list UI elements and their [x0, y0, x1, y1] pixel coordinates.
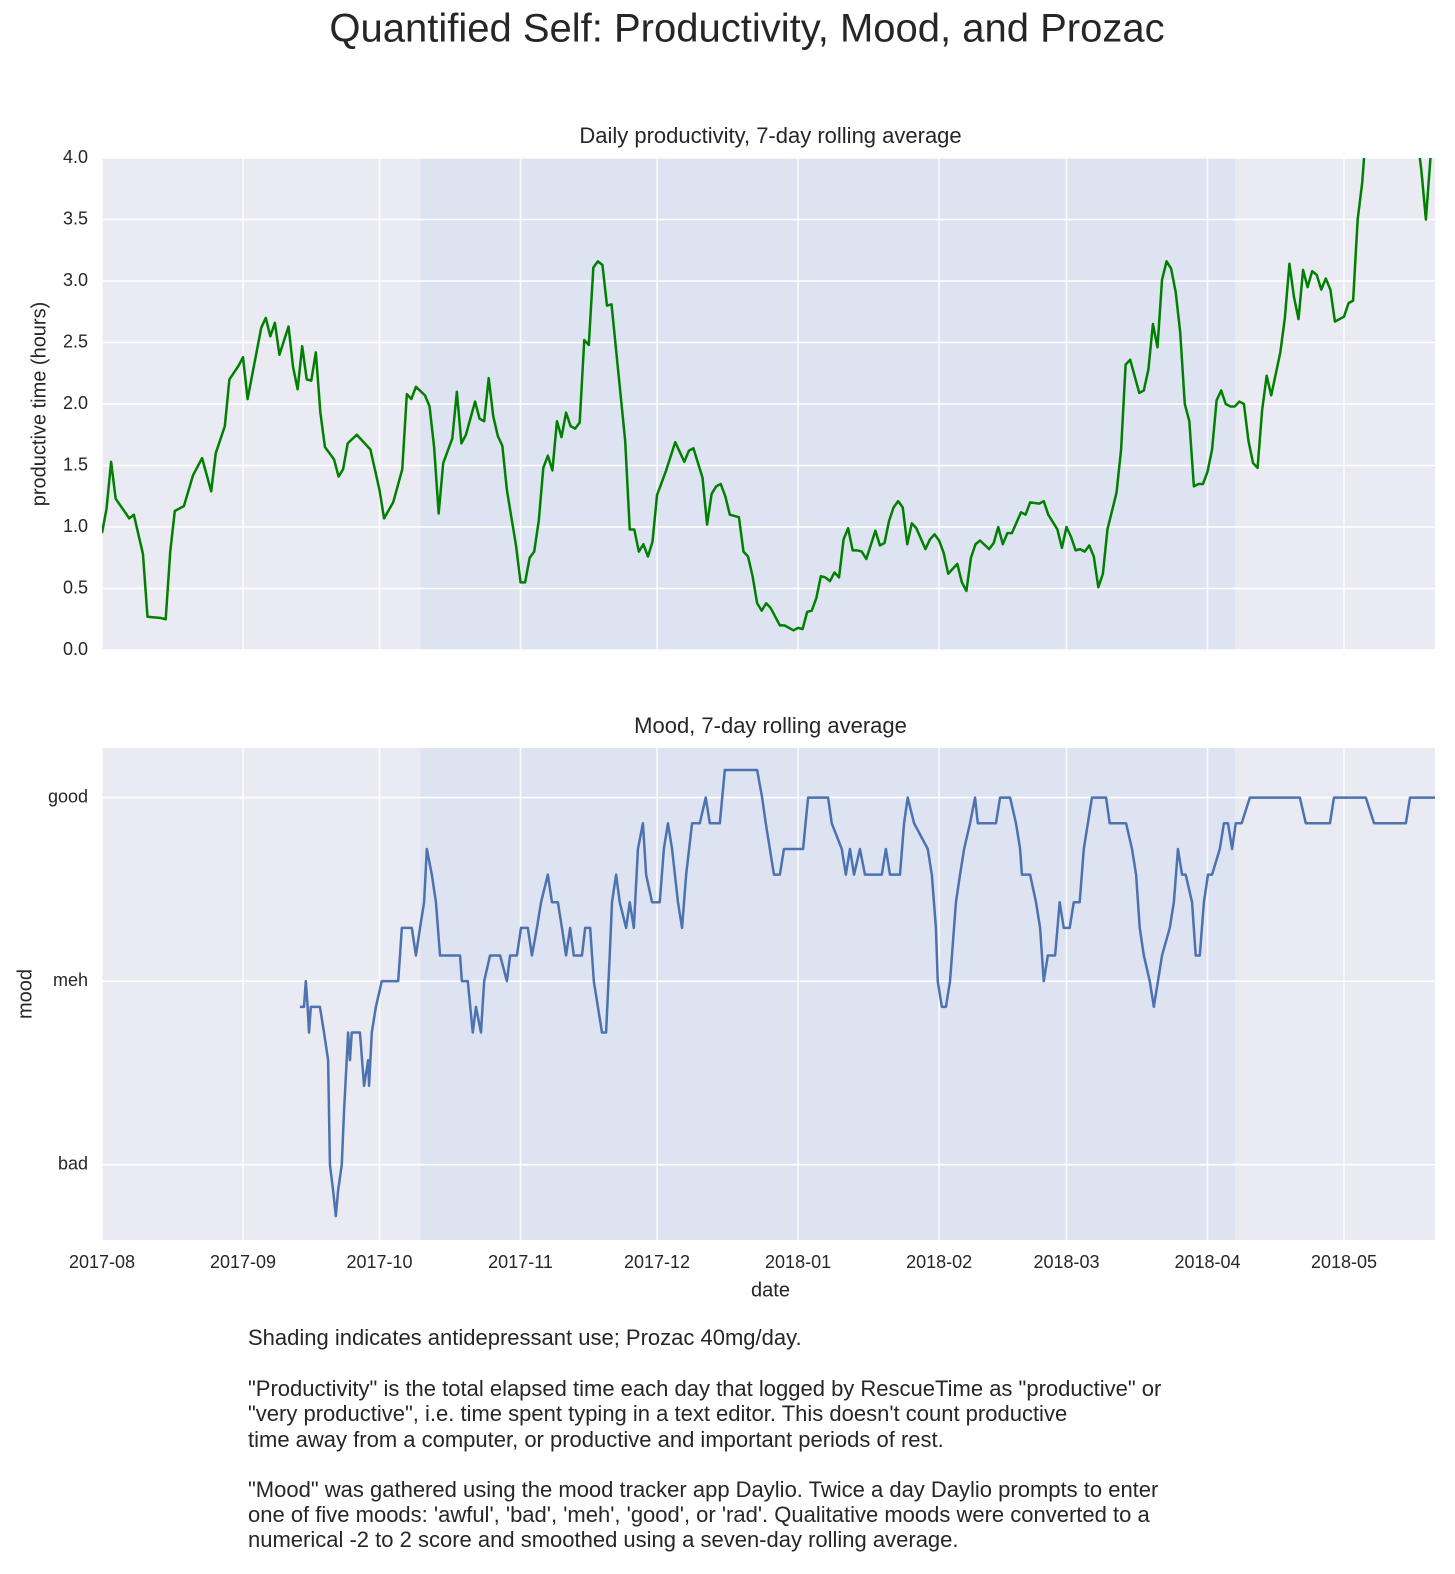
- x-tick-label: 2018-03: [1033, 1252, 1099, 1272]
- note-line: "very productive", i.e. time spent typin…: [248, 1401, 1067, 1426]
- y-tick-label: 1.5: [63, 454, 88, 474]
- x-tick-label: 2017-09: [210, 1252, 276, 1272]
- note-line: one of five moods: 'awful', 'bad', 'meh'…: [248, 1502, 1150, 1527]
- shaded-span: [420, 748, 1235, 1240]
- x-tick-label: 2018-02: [906, 1252, 972, 1272]
- subplot-title: Daily productivity, 7-day rolling averag…: [579, 123, 961, 148]
- y-tick-label: 0.5: [63, 577, 88, 597]
- y-axis-label: mood: [14, 969, 36, 1019]
- line: [299, 768, 1435, 1218]
- line-series: [299, 768, 1435, 1218]
- y-tick-label: 0.0: [63, 639, 88, 659]
- x-tick-label: 2017-08: [69, 1252, 135, 1272]
- line: [102, 158, 1432, 632]
- y-axis-label: productive time (hours): [28, 302, 50, 507]
- note-line: time away from a computer, or productive…: [248, 1427, 944, 1452]
- x-tick-label: 2018-01: [765, 1252, 831, 1272]
- note-line: "Productivity" is the total elapsed time…: [248, 1376, 1161, 1401]
- note-line: numerical -2 to 2 score and smoothed usi…: [248, 1527, 959, 1552]
- figure-title: Quantified Self: Productivity, Mood, and…: [329, 7, 1164, 51]
- x-tick-label: 2018-04: [1174, 1252, 1240, 1272]
- x-axis-label: date: [751, 1279, 790, 1301]
- x-tick-label: 2017-12: [624, 1252, 690, 1272]
- x-tick-label: 2018-05: [1311, 1252, 1377, 1272]
- y-tick-label: 2.0: [63, 393, 88, 413]
- y-tick-label: 3.0: [63, 270, 88, 290]
- note-line: "Mood" was gathered using the mood track…: [248, 1477, 1158, 1502]
- x-tick-label: 2017-11: [488, 1252, 553, 1272]
- y-tick-label: 1.0: [63, 516, 88, 536]
- note-line: Shading indicates antidepressant use; Pr…: [248, 1325, 802, 1350]
- y-tick-label: meh: [53, 970, 88, 990]
- x-tick-label: 2017-10: [346, 1252, 412, 1272]
- y-tick-label: 2.5: [63, 331, 88, 351]
- y-tick-label: 3.5: [63, 208, 88, 228]
- subplot-title: Mood, 7-day rolling average: [634, 713, 907, 738]
- line-series: [102, 158, 1432, 632]
- y-tick-label: bad: [58, 1153, 88, 1173]
- y-tick-label: 4.0: [63, 147, 88, 167]
- y-tick-label: good: [48, 786, 88, 806]
